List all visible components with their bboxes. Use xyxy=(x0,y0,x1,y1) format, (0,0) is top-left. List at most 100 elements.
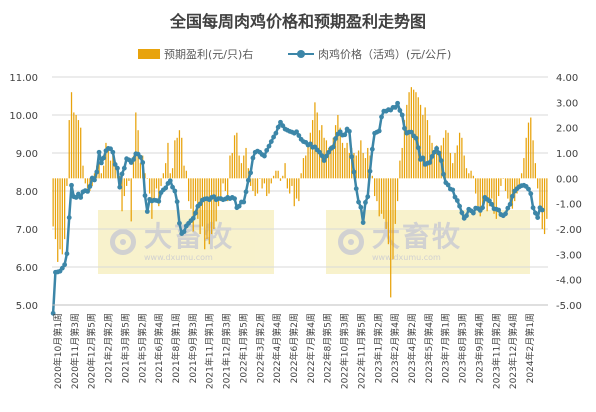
price-point xyxy=(271,134,276,140)
price-point xyxy=(434,146,440,151)
bar xyxy=(107,147,109,179)
price-point xyxy=(248,170,254,176)
price-point xyxy=(324,153,329,159)
price-point xyxy=(98,160,104,166)
bar xyxy=(208,178,210,245)
price-point xyxy=(142,193,148,198)
bar xyxy=(534,163,537,179)
bar xyxy=(220,178,222,202)
bar xyxy=(245,147,247,179)
bar xyxy=(217,178,220,207)
bar xyxy=(546,178,548,219)
bar xyxy=(109,160,112,179)
bar xyxy=(532,140,534,179)
bar xyxy=(497,178,500,197)
price-point xyxy=(431,149,437,155)
price-point xyxy=(321,158,327,164)
x-tick-label: 2021年3月第5周 xyxy=(119,313,131,383)
legend-item-price: 肉鸡价格（活鸡）(元/公斤) xyxy=(288,46,451,62)
price-point xyxy=(69,182,74,188)
price-point xyxy=(117,184,123,190)
y-right-tick-label: 2.00 xyxy=(556,124,578,135)
bar xyxy=(160,178,162,186)
bar xyxy=(488,178,491,207)
bar xyxy=(252,178,254,191)
price-point xyxy=(369,146,375,152)
price-point xyxy=(243,189,249,195)
x-tick-label: 2021年11月第1周 xyxy=(204,313,216,389)
bar xyxy=(192,178,194,232)
y-left-tick-label: 9.00 xyxy=(16,149,38,160)
bar xyxy=(525,137,527,179)
price-point xyxy=(436,150,442,156)
bar xyxy=(155,178,158,189)
bar xyxy=(197,178,199,219)
price-point xyxy=(280,123,286,129)
x-tick-label: 2022年6月第2周 xyxy=(288,313,300,383)
bar xyxy=(396,178,399,202)
bar xyxy=(463,155,465,179)
price-point xyxy=(408,129,414,135)
bar xyxy=(307,145,309,179)
bar xyxy=(169,173,171,179)
bar xyxy=(210,178,213,235)
bar xyxy=(507,178,509,199)
bar xyxy=(75,115,77,179)
price-point xyxy=(532,210,538,216)
price-point xyxy=(429,154,435,159)
price-point xyxy=(241,199,247,205)
bar xyxy=(426,120,429,179)
bar xyxy=(73,112,75,179)
bar xyxy=(277,170,279,179)
price-point xyxy=(539,207,545,213)
bar xyxy=(206,178,208,240)
bar xyxy=(316,112,318,179)
watermark-right: 大畜牧 www.dxumu.com xyxy=(326,210,530,274)
bar xyxy=(268,178,270,194)
watermark-url: www.dxumu.com xyxy=(372,253,441,262)
bar xyxy=(148,178,151,194)
y-left-tick-label: 10.00 xyxy=(9,111,38,122)
bar xyxy=(222,178,224,184)
price-point xyxy=(275,124,281,130)
bar xyxy=(431,142,433,179)
x-tick-label: 2023年9月第4周 xyxy=(473,313,485,383)
x-tick-label: 2023年7月第1周 xyxy=(440,313,452,383)
price-point xyxy=(115,165,120,171)
price-point xyxy=(119,171,125,177)
price-point xyxy=(319,153,325,159)
price-point xyxy=(266,143,272,149)
price-point xyxy=(140,160,146,165)
price-point xyxy=(59,265,65,271)
bar xyxy=(523,158,525,179)
bar xyxy=(176,137,178,179)
bar xyxy=(472,175,475,179)
bar xyxy=(449,153,452,179)
price-point xyxy=(397,108,403,113)
price-point xyxy=(358,204,364,210)
bar xyxy=(527,122,530,179)
bar xyxy=(360,140,362,179)
price-point xyxy=(121,165,127,171)
legend-item-profit: 预期盈利(元/只)右 xyxy=(138,46,253,62)
price-point xyxy=(337,129,343,135)
x-tick-label: 2020年12月第5周 xyxy=(86,313,98,389)
bar xyxy=(346,142,348,179)
price-point xyxy=(174,199,180,205)
bar xyxy=(394,178,396,224)
y-left-tick-label: 8.00 xyxy=(16,187,38,198)
bar xyxy=(128,178,130,181)
price-point xyxy=(50,310,56,316)
y-right-tick-label: 3.00 xyxy=(556,98,578,109)
bar xyxy=(229,155,231,179)
price-point xyxy=(170,184,175,190)
bar xyxy=(362,153,364,179)
bar xyxy=(328,147,330,179)
price-point xyxy=(376,128,382,134)
bar xyxy=(295,178,298,199)
y-right-tick-label: -1.00 xyxy=(556,200,582,211)
bar xyxy=(57,178,59,262)
bar xyxy=(54,178,57,240)
x-tick-label: 2021年8月第1周 xyxy=(170,313,182,383)
